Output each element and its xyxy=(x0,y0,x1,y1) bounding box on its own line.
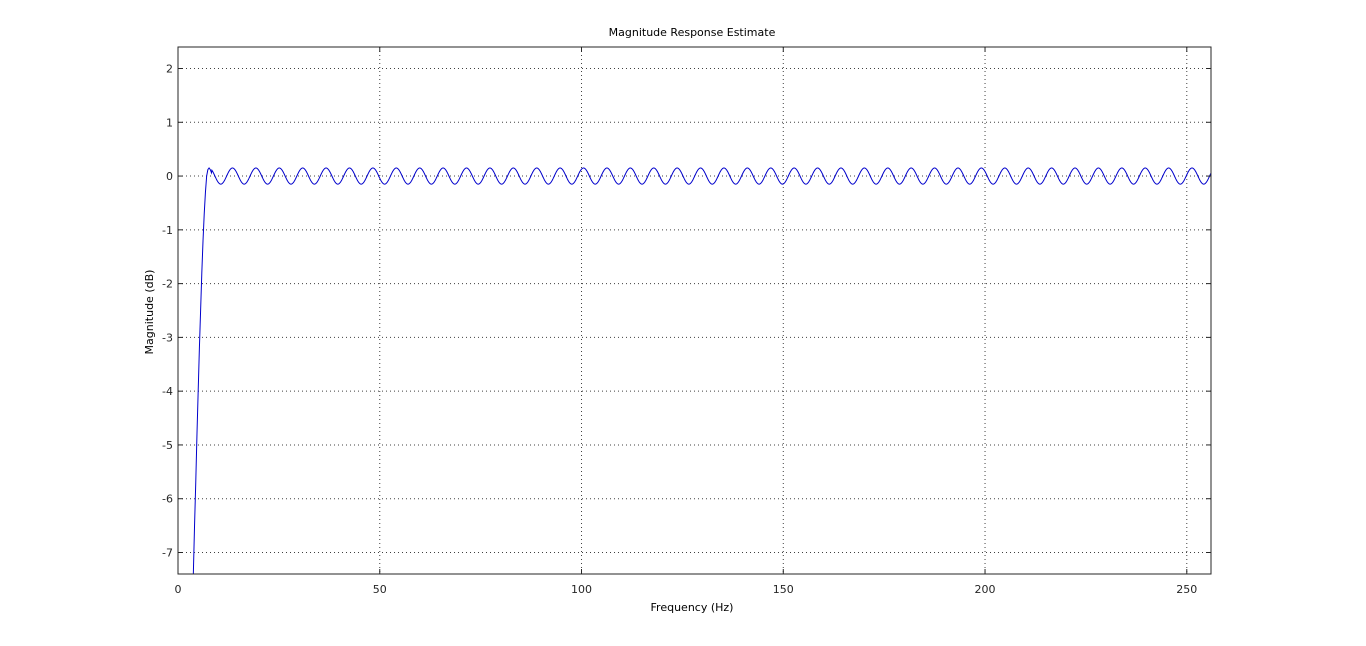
y-tick-label: -3 xyxy=(162,331,173,344)
y-tick-label: -1 xyxy=(162,224,173,237)
ticks xyxy=(177,47,1211,574)
series-layer xyxy=(192,167,1211,574)
y-tick-label: 2 xyxy=(166,63,173,76)
y-tick-label: -2 xyxy=(162,278,173,291)
plot-area xyxy=(178,47,1211,574)
x-tick-label: 150 xyxy=(773,583,794,596)
x-axis-label: Frequency (Hz) xyxy=(651,601,734,614)
chart-title: Magnitude Response Estimate xyxy=(609,26,776,39)
tick-labels: 0 50 100 150 200 250 2 1 0 -1 -2 -3 -4 -5 -6 -7 xyxy=(162,63,1197,596)
x-tick-label: 50 xyxy=(373,583,387,596)
y-tick-label: -7 xyxy=(162,546,173,559)
axes-frame xyxy=(177,46,1212,575)
x-tick-label: 250 xyxy=(1176,583,1197,596)
frame-layer xyxy=(177,46,1212,575)
y-tick-label: -4 xyxy=(162,385,173,398)
y-tick-label: 0 xyxy=(166,170,173,183)
y-tick-label: 1 xyxy=(166,116,173,129)
series-line xyxy=(192,167,1211,574)
x-tick-label: 0 xyxy=(175,583,182,596)
x-tick-label: 200 xyxy=(975,583,996,596)
y-tick-label: -5 xyxy=(162,439,173,452)
y-tick-label: -6 xyxy=(162,493,173,506)
x-tick-label: 100 xyxy=(571,583,592,596)
y-axis-label: Magnitude (dB) xyxy=(143,270,156,355)
